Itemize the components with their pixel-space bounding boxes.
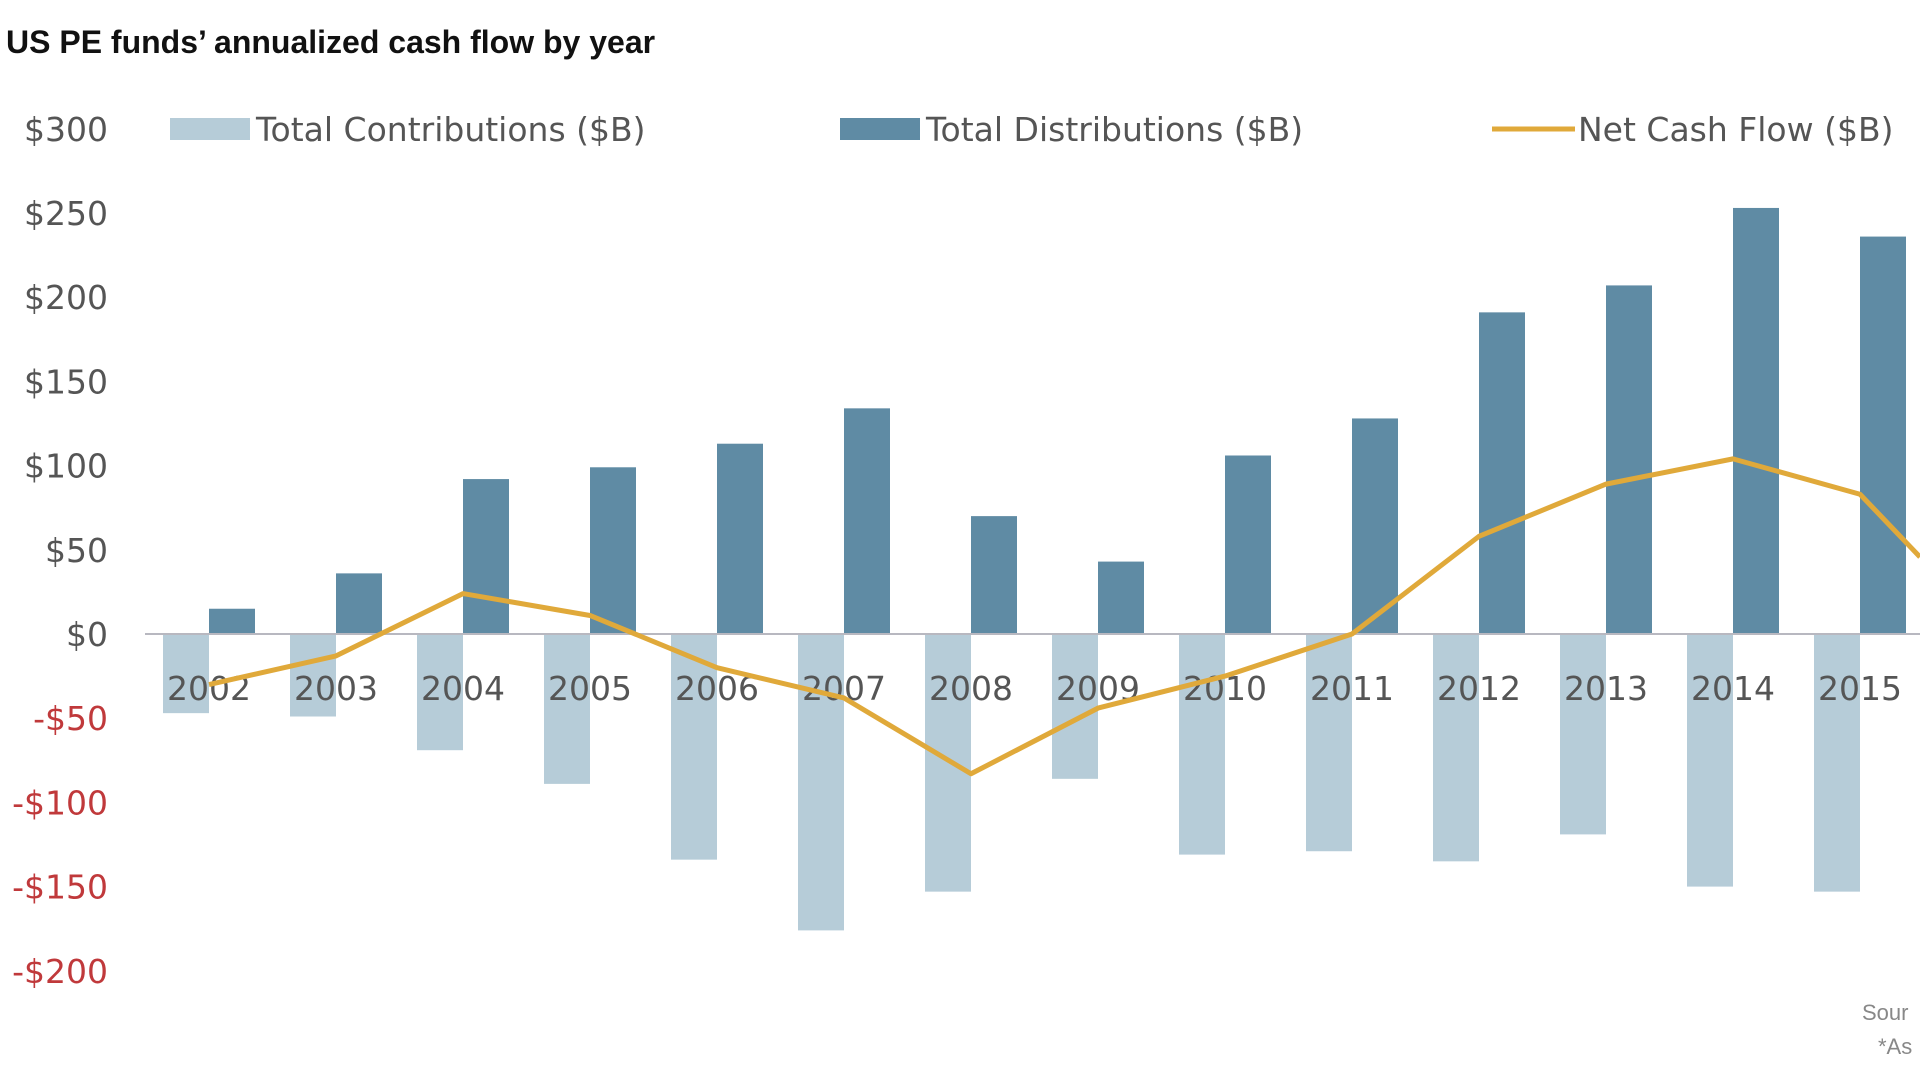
chart-title: US PE funds’ annualized cash flow by yea…: [6, 24, 656, 60]
y-tick-label: -$150: [12, 868, 108, 907]
x-tick-label: 2005: [548, 669, 632, 708]
x-tick-label: 2011: [1310, 669, 1394, 708]
x-tick-label: 2015: [1818, 669, 1902, 708]
contribution-bar: [544, 634, 590, 784]
y-tick-label: $150: [24, 362, 108, 401]
distribution-bar: [1225, 455, 1271, 634]
distribution-bar: [590, 467, 636, 634]
contribution-bar: [1433, 634, 1479, 862]
contribution-bar: [1052, 634, 1098, 779]
legend-label: Net Cash Flow ($B): [1578, 110, 1893, 149]
legend-label: Total Contributions ($B): [255, 110, 646, 149]
legend-swatch: [170, 118, 250, 140]
x-tick-label: 2013: [1564, 669, 1648, 708]
contribution-bar: [417, 634, 463, 751]
distribution-bar: [463, 479, 509, 634]
distribution-bar: [336, 573, 382, 634]
contribution-bar: [1687, 634, 1733, 887]
distribution-bar: [209, 608, 255, 634]
contribution-bar: [798, 634, 844, 931]
contribution-bar: [1814, 634, 1860, 892]
legend-label: Total Distributions ($B): [925, 110, 1303, 149]
x-tick-label: 2007: [802, 669, 886, 708]
source-note: Sour: [1862, 1000, 1909, 1025]
distribution-bar: [1606, 285, 1652, 634]
x-tick-label: 2014: [1691, 669, 1775, 708]
contribution-bar: [1179, 634, 1225, 855]
x-tick-label: 2012: [1437, 669, 1521, 708]
distribution-bar: [1352, 418, 1398, 634]
y-tick-label: $50: [45, 531, 108, 570]
contribution-bar: [1560, 634, 1606, 835]
distribution-bar: [1733, 207, 1779, 634]
distribution-bar: [1860, 236, 1906, 635]
distribution-bar: [1479, 312, 1525, 634]
y-tick-label: $0: [66, 615, 108, 654]
contribution-bar: [1306, 634, 1352, 852]
distribution-bar: [1098, 561, 1144, 634]
x-tick-label: 2003: [294, 669, 378, 708]
distribution-bar: [971, 516, 1017, 634]
y-tick-label: $100: [24, 447, 108, 486]
y-tick-label: $200: [24, 278, 108, 317]
legend-swatch: [840, 118, 920, 140]
y-tick-label: -$200: [12, 952, 108, 991]
contribution-bar: [671, 634, 717, 860]
contribution-bar: [290, 634, 336, 717]
distribution-bar: [844, 408, 890, 634]
footnote: *As: [1878, 1034, 1913, 1059]
y-tick-label: -$50: [33, 699, 108, 738]
x-tick-label: 2008: [929, 669, 1013, 708]
y-tick-label: $300: [24, 110, 108, 149]
contribution-bar: [163, 634, 209, 714]
y-tick-label: $250: [24, 194, 108, 233]
x-tick-label: 2002: [167, 669, 251, 708]
y-tick-label: -$100: [12, 783, 108, 822]
x-tick-label: 2004: [421, 669, 505, 708]
distribution-bar: [717, 443, 763, 634]
